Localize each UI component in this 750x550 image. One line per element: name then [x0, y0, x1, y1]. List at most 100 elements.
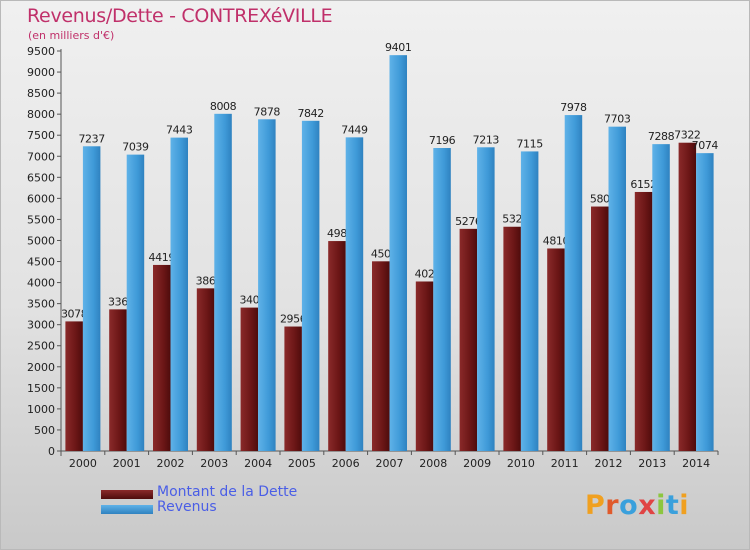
data-label-dette: 386	[196, 274, 216, 287]
x-tick-label: 2010	[507, 457, 535, 470]
data-label-revenus: 7703	[604, 113, 631, 126]
bar-revenus	[608, 126, 626, 452]
bar-dette	[196, 288, 215, 451]
bar-revenus	[520, 151, 539, 451]
bar-dette	[328, 241, 346, 451]
data-label-dette: 6152	[630, 178, 656, 191]
y-tick-label: 9500	[27, 45, 55, 58]
bar-dette	[503, 226, 521, 451]
data-label-dette: 450	[371, 247, 391, 260]
y-tick-label: 7000	[27, 150, 55, 163]
y-tick-label: 1500	[27, 382, 55, 395]
y-tick-label: 9000	[27, 66, 55, 79]
x-tick-label: 2001	[113, 457, 141, 470]
x-tick-label: 2008	[419, 457, 447, 470]
logo-letter: r	[605, 490, 620, 521]
data-label-dette: 2956	[280, 313, 307, 326]
logo-letter: o	[619, 490, 639, 521]
y-tick-label: 6500	[27, 171, 55, 184]
x-tick-label: 2002	[157, 457, 185, 470]
bar-revenus	[82, 146, 101, 451]
logo-letter: i	[656, 490, 666, 521]
x-tick-label: 2003	[200, 457, 228, 470]
legend-swatch-revenus	[101, 505, 153, 514]
legend-swatch-dette	[101, 490, 153, 499]
y-tick-label: 3000	[27, 319, 55, 332]
bar-revenus	[345, 137, 364, 451]
legend-label-revenus: Revenus	[157, 499, 217, 515]
bar-revenus	[258, 119, 276, 451]
bar-dette	[109, 309, 127, 451]
data-label-revenus: 7878	[254, 105, 281, 118]
data-label-revenus: 7213	[473, 133, 500, 146]
data-label-dette: 580	[590, 193, 610, 206]
logo-letter: i	[679, 490, 690, 521]
bar-revenus	[696, 153, 714, 451]
y-tick-label: 0	[48, 445, 55, 458]
x-tick-label: 2009	[463, 457, 491, 470]
bar-dette	[591, 206, 609, 451]
chart-subtitle: (en milliers d'€)	[28, 29, 115, 42]
bar-revenus	[389, 55, 407, 451]
proxiti-logo: Proxiti	[585, 490, 689, 521]
data-label-dette: 402	[415, 267, 435, 280]
data-label-revenus: 7039	[122, 141, 149, 154]
data-label-dette: 340	[239, 294, 259, 307]
bar-dette	[372, 261, 390, 451]
data-label-revenus: 7074	[692, 139, 719, 152]
legend-label-dette: Montant de la Dette	[157, 484, 298, 500]
y-tick-label: 1000	[27, 403, 55, 416]
data-label-revenus: 8008	[210, 100, 237, 113]
x-tick-label: 2000	[69, 457, 97, 470]
y-tick-label: 7500	[27, 129, 55, 142]
data-label-dette: 3078	[61, 307, 88, 320]
logo-letter: t	[665, 490, 680, 521]
bar-revenus	[170, 137, 188, 451]
x-tick-label: 2014	[682, 457, 710, 470]
y-tick-label: 500	[34, 424, 55, 437]
y-tick-label: 5000	[27, 234, 55, 247]
chart-title: Revenus/Dette - CONTREXéVILLE	[27, 5, 333, 27]
y-tick-label: 2500	[27, 340, 55, 353]
data-label-revenus: 7237	[78, 132, 105, 145]
x-tick-label: 2011	[551, 457, 579, 470]
y-tick-label: 4000	[27, 277, 55, 290]
x-tick-label: 2006	[332, 457, 360, 470]
data-label-revenus: 7115	[516, 137, 543, 150]
data-label-dette: 498	[327, 227, 347, 240]
bar-dette	[65, 321, 83, 451]
bar-revenus	[433, 148, 451, 451]
plot-area: 0 500 1000 1500 2000 2500 3000 3500 4000 4500 5000…	[27, 41, 719, 470]
data-label-dette: 336	[108, 295, 128, 308]
bar-revenus	[477, 147, 495, 451]
bar-dette	[634, 191, 653, 451]
y-tick-label: 5500	[27, 213, 55, 226]
data-label-revenus: 7443	[166, 124, 193, 137]
data-label-revenus: 7842	[297, 107, 323, 120]
data-label-dette: 4419	[149, 251, 176, 264]
bar-dette	[240, 307, 259, 451]
bar-dette	[415, 281, 434, 451]
data-label-revenus: 7978	[560, 101, 587, 114]
x-tick-label: 2012	[595, 457, 623, 470]
data-label-revenus: 9401	[385, 41, 411, 54]
bar-revenus	[652, 144, 670, 451]
bar-dette	[547, 248, 565, 451]
y-tick-label: 3500	[27, 298, 55, 311]
bar-revenus	[126, 154, 145, 452]
data-label-dette: 4810	[543, 234, 570, 247]
x-tick-label: 2013	[638, 457, 666, 470]
logo-letter: P	[585, 490, 606, 521]
bar-chart: 0 500 1000 1500 2000 2500 3000 3500 4000 4500 5000…	[27, 41, 719, 470]
bar-revenus	[214, 113, 232, 452]
data-label-revenus: 7449	[341, 123, 368, 136]
data-label-revenus: 7288	[648, 130, 675, 143]
x-tick-label: 2005	[288, 457, 316, 470]
y-tick-label: 8000	[27, 108, 55, 121]
bar-revenus	[301, 120, 320, 452]
bar-revenus	[564, 115, 583, 451]
y-tick-label: 2000	[27, 361, 55, 374]
x-tick-label: 2004	[244, 457, 272, 470]
logo-letter: x	[638, 490, 657, 521]
